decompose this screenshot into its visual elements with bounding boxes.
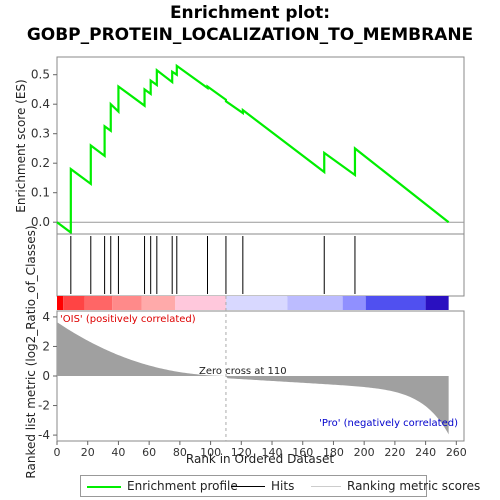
rank-colorbar-segment	[365, 296, 426, 310]
rank-colorbar-segment	[63, 296, 85, 310]
legend-label-hits: Hits	[271, 479, 295, 493]
x-axis-ticks: 0 20 40 60 80 100 120 140 160 180 200 220 240 260	[54, 441, 467, 459]
es-y-tick-label: 0.2	[31, 156, 50, 170]
rank-colorbar-segment	[57, 296, 64, 310]
metric-y-axis-label: Ranked list metric (log2_Ratio_of_Classe…	[24, 225, 38, 478]
negative-correlation-label: 'Pro' (negatively correlated)	[319, 418, 458, 429]
metric-y-tick-label: 2	[42, 339, 50, 353]
zero-cross-label: Zero cross at 110	[199, 366, 287, 377]
legend-swatch-ranking	[311, 486, 341, 487]
es-y-tick-label: 0.5	[31, 68, 50, 82]
es-y-tick-label: 0.4	[31, 97, 50, 111]
rank-colorbar-segment	[342, 296, 366, 310]
rank-colorbar-segment	[225, 296, 288, 310]
rank-colorbar-segment	[425, 296, 449, 310]
x-tick-label: 240	[415, 446, 436, 459]
x-tick-label: 80	[173, 446, 187, 459]
hit-lines	[70, 236, 356, 294]
x-tick-label: 220	[384, 446, 405, 459]
x-tick-label: 260	[446, 446, 467, 459]
es-axis-ticks: 0.0 0.1 0.2 0.3 0.4 0.5	[31, 68, 57, 229]
metric-axis-ticks: -4 -2 0 2 4	[38, 310, 57, 442]
es-y-axis-label: Enrichment score (ES)	[14, 79, 28, 212]
chart-title: Enrichment plot: GOBP_PROTEIN_LOCALIZATI…	[0, 2, 500, 46]
enrichment-profile-line	[56, 63, 450, 235]
rank-colorbar-segment	[287, 296, 343, 310]
rank-colorbar-segment	[175, 296, 226, 310]
legend-label-enrichment: Enrichment profile	[127, 479, 238, 493]
rank-colorbar-segment	[141, 296, 176, 310]
rank-colorbar	[57, 296, 449, 310]
metric-bars	[57, 322, 449, 435]
es-y-tick-label: 0.1	[31, 186, 50, 200]
rank-colorbar-segment	[112, 296, 142, 310]
legend: Enrichment profile Hits Ranking metric s…	[80, 475, 480, 497]
metric-y-tick-label: 0	[42, 369, 50, 383]
rank-colorbar-segment	[84, 296, 113, 310]
metric-y-tick-label: -4	[38, 428, 50, 442]
es-y-tick-label: 0.0	[31, 215, 50, 229]
hits-panel-frame	[56, 233, 465, 297]
x-tick-label: 60	[142, 446, 156, 459]
legend-swatch-enrichment	[87, 485, 121, 488]
legend-label-ranking: Ranking metric scores	[347, 479, 481, 493]
x-tick-label: 140	[262, 446, 283, 459]
x-tick-label: 20	[81, 446, 95, 459]
chart-title-line-2: GOBP_PROTEIN_LOCALIZATION_TO_MEMBRANE	[26, 25, 474, 45]
x-tick-label: 100	[200, 446, 221, 459]
x-tick-label: 180	[323, 446, 344, 459]
legend-item-ranking-metric: Ranking metric scores	[311, 479, 480, 493]
legend-swatch-hits	[231, 486, 265, 487]
legend-item-hits: Hits	[231, 479, 294, 493]
x-axis-label: Rank in Ordered Dataset	[186, 452, 334, 466]
x-tick-label: 200	[354, 446, 375, 459]
metric-y-tick-label: 4	[42, 310, 50, 324]
x-tick-label: 40	[111, 446, 125, 459]
chart-title-line-1: Enrichment plot:	[169, 3, 331, 23]
metric-y-tick-label: -2	[38, 399, 50, 413]
x-tick-label: 120	[231, 446, 252, 459]
es-y-tick-label: 0.3	[31, 127, 50, 141]
x-tick-label: 160	[292, 446, 313, 459]
ranking-metric-area	[57, 322, 449, 435]
legend-item-enrichment-profile: Enrichment profile	[87, 479, 238, 493]
es-panel-frame	[56, 56, 465, 235]
x-tick-label: 0	[54, 446, 61, 459]
positive-correlation-label: 'OIS' (positively correlated)	[60, 314, 196, 325]
